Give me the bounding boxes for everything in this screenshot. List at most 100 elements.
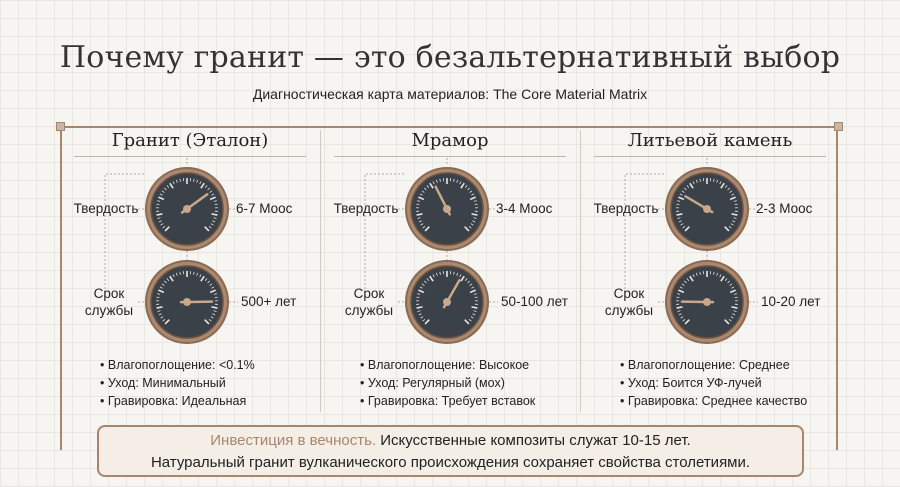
header-rule xyxy=(334,156,566,157)
hardness-gauge-tick xyxy=(196,179,199,183)
lifespan-gauge-tick xyxy=(677,310,681,312)
lifespan-gauge-tick xyxy=(692,274,695,278)
frame-corner xyxy=(56,122,65,131)
lifespan-gauge-hub xyxy=(703,298,711,306)
lifespan-gauge-tick xyxy=(166,278,170,281)
lifespan-gauge-tick xyxy=(730,316,734,319)
lifespan-gauge-hub xyxy=(443,298,451,306)
lifespan-gauge-tick xyxy=(422,319,426,322)
lifespan-gauge-tick xyxy=(417,293,421,295)
hardness-gauge-tick xyxy=(695,179,698,183)
matrix-frame xyxy=(60,126,838,450)
page-subtitle: Диагностическая карта материалов: The Co… xyxy=(252,86,648,102)
hardness-gauge-tick xyxy=(213,217,217,219)
hardness-gauge-tick xyxy=(727,187,731,191)
hardness-value: 2-3 Моос xyxy=(756,201,813,216)
lifespan-gauge-tick xyxy=(679,286,683,289)
lifespan-gauge-tick xyxy=(472,313,476,316)
hardness-gauge-tick xyxy=(429,182,434,189)
gauges xyxy=(624,158,758,344)
hardness-gauge-tick xyxy=(420,223,424,226)
hardness-gauge-tick xyxy=(162,226,166,229)
lifespan-gauge-tick xyxy=(456,272,459,276)
hardness-gauge-tick xyxy=(472,220,476,223)
lifespan-gauge-tick xyxy=(471,306,478,309)
lifespan-gauge-tick xyxy=(473,293,477,295)
hardness-gauge-hub xyxy=(183,205,191,213)
hardness-gauge-tick xyxy=(684,226,690,232)
connector-line xyxy=(104,173,145,293)
lifespan-label-1: Срок xyxy=(353,286,385,301)
lifespan-gauge-tick xyxy=(731,306,738,309)
property-item: Уход: Минимальный xyxy=(100,374,255,392)
hardness-gauge-tick xyxy=(200,182,205,189)
lifespan-gauge-tick xyxy=(419,286,423,289)
hardness-label: Твердость xyxy=(73,201,139,216)
lifespan-label-1: Срок xyxy=(613,286,645,301)
hardness-gauge-tick xyxy=(719,181,722,185)
hardness-gauge-tick xyxy=(193,178,195,182)
lifespan-gauge-tick xyxy=(199,274,202,278)
lifespan-gauge-tick xyxy=(729,283,733,286)
lifespan-gauge-tick xyxy=(460,275,465,282)
lifespan-gauge-tick xyxy=(464,319,470,325)
property-item: Влагопоглощение: <0.1% xyxy=(100,356,255,374)
lifespan-gauge-tick xyxy=(426,278,430,281)
property-item: Гравировка: Требует вставок xyxy=(360,392,535,410)
column-divider xyxy=(580,130,581,412)
property-list: Влагопоглощение: ВысокоеУход: Регулярный… xyxy=(360,356,535,410)
lifespan-gauge-tick xyxy=(686,278,690,281)
lifespan-gauge-tick xyxy=(164,319,170,325)
lifespan-gauge-tick xyxy=(682,319,686,322)
lifespan-gauge-tick xyxy=(424,319,430,325)
hardness-value: 3-4 Моос xyxy=(496,201,553,216)
lifespan-gauge-tick xyxy=(678,313,682,316)
hardness-gauge-tick xyxy=(419,193,423,196)
lifespan-gauge-tick xyxy=(713,271,715,275)
hardness-gauge-tick xyxy=(686,185,690,188)
lifespan-gauge-tick xyxy=(423,280,427,284)
hardness-gauge-tick xyxy=(471,193,475,196)
lifespan-gauge-tick xyxy=(680,316,684,319)
lifespan-gauge-tick xyxy=(162,319,166,322)
lifespan-gauge-tick xyxy=(468,319,472,322)
hardness-gauge-tick xyxy=(209,190,213,193)
connector-line xyxy=(364,173,405,293)
hardness-gauge-tick xyxy=(423,187,427,191)
hardness-gauge-tick xyxy=(213,200,217,202)
hardness-gauge-tick xyxy=(692,181,695,185)
hardness-gauge-tick xyxy=(169,182,174,189)
lifespan-gauge-tick xyxy=(733,293,737,295)
hardness-gauge-tick xyxy=(713,178,715,182)
hardness-gauge-tick xyxy=(179,178,181,182)
lifespan-gauge-tick xyxy=(418,313,422,316)
material-column: Гранит (Эталон) Твердость 6-7 Моос Срок с… xyxy=(60,128,320,410)
lifespan-gauge-tick xyxy=(420,316,424,319)
lifespan-gauge-tick xyxy=(429,275,434,282)
lifespan-gauge-tick xyxy=(724,278,728,281)
lifespan-gauge-tick xyxy=(469,289,476,294)
lifespan-gauge-tick xyxy=(417,310,421,312)
lifespan-gauge-tick xyxy=(716,272,719,276)
lifespan-gauge-tick xyxy=(677,293,681,295)
lifespan-gauge-tick xyxy=(470,316,474,319)
hardness-gauge-tick xyxy=(689,182,694,189)
hardness-gauge-tick xyxy=(418,220,422,223)
hardness-gauge-tick xyxy=(422,226,426,229)
lifespan-label-2: службы xyxy=(344,303,394,318)
hardness-gauge-hub xyxy=(703,205,711,213)
lifespan-gauge-tick xyxy=(169,275,174,282)
column-divider xyxy=(320,130,321,412)
lifespan-label-1: Срок xyxy=(93,286,125,301)
hardness-gauge-tick xyxy=(208,226,212,229)
lifespan-gauge-tick xyxy=(471,286,475,289)
lifespan-gauge-tick xyxy=(732,313,736,316)
lifespan-gauge-tick xyxy=(459,274,462,278)
hardness-gauge-tick xyxy=(730,223,734,226)
lifespan-label: Срок службы xyxy=(334,285,404,319)
lifespan-value: 50-100 лет xyxy=(501,294,568,309)
lifespan-gauge-tick xyxy=(163,280,167,284)
lifespan-gauge-tick xyxy=(161,283,165,286)
property-list: Влагопоглощение: <0.1%Уход: МинимальныйГ… xyxy=(100,356,255,410)
hardness-gauge-tick xyxy=(439,178,441,182)
